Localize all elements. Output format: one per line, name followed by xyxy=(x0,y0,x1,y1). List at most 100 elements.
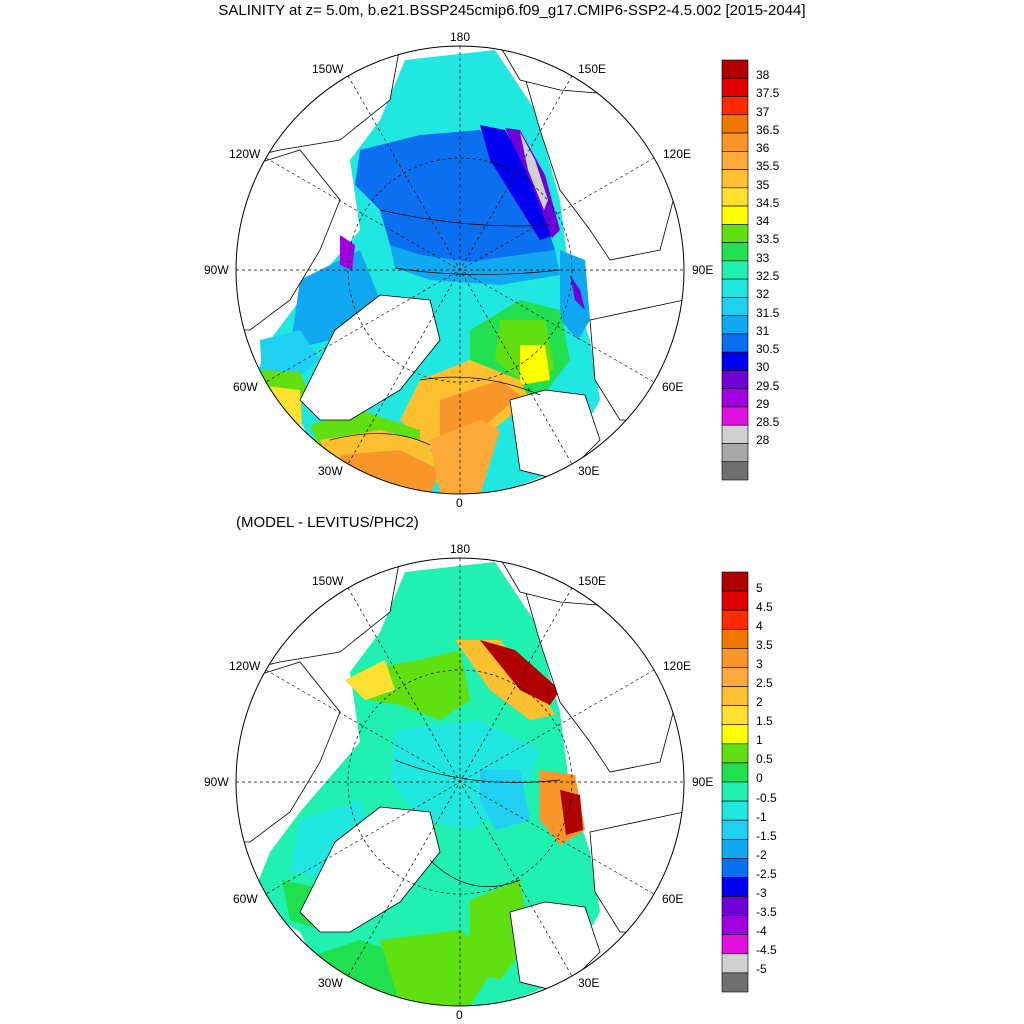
top_panel-colorbar-swatch xyxy=(721,424,749,444)
bottom_panel-colorbar-swatch xyxy=(721,648,749,668)
top_panel-colorbar-swatch xyxy=(721,315,749,335)
bottom-lon-label-60e: 60E xyxy=(662,892,684,906)
bottom_panel-colorbar-swatch xyxy=(721,896,749,916)
bottom_panel-colorbar-label: 3 xyxy=(756,656,763,671)
top_panel-colorbar-swatch xyxy=(721,77,749,97)
top_panel-colorbar-swatch xyxy=(721,297,749,316)
bottom_panel-colorbar-label: -4 xyxy=(756,924,767,939)
bottom-panel-title: (MODEL - LEVITUS/PHC2) xyxy=(236,514,419,531)
top_panel-colorbar-label: 36 xyxy=(756,141,770,156)
top_panel-colorbar-label: 32.5 xyxy=(756,269,780,283)
bottom-lon-label-60w: 60W xyxy=(233,892,258,906)
bottom-lon-label-30w: 30W xyxy=(318,976,343,990)
bottom-lon-label-0: 0 xyxy=(456,1008,463,1022)
top_panel-colorbar-swatch xyxy=(721,278,749,298)
bottom_panel-colorbar-swatch xyxy=(721,667,749,687)
bottom-map xyxy=(236,558,684,1006)
top_panel-colorbar-label: 37.5 xyxy=(756,86,780,101)
top_panel-colorbar-swatch xyxy=(721,406,749,426)
top-lon-label-90w: 90W xyxy=(204,263,229,277)
top_panel-colorbar-label: 31.5 xyxy=(756,305,780,320)
bottom_panel-colorbar-swatch xyxy=(721,800,749,821)
bottom_panel-colorbar-label: 3.5 xyxy=(756,637,773,652)
bottom_panel-colorbar-swatch xyxy=(721,877,749,897)
top-lon-label-60e: 60E xyxy=(662,380,684,394)
top-lon-label-180: 180 xyxy=(450,30,471,44)
top_panel-colorbar-label: 29.5 xyxy=(756,378,780,393)
bottom_panel-colorbar-swatch xyxy=(721,705,749,726)
top-panel-title: SALINITY at z= 5.0m, b.e21.BSSP245cmip6.… xyxy=(218,2,806,19)
bottom_panel-colorbar-label: 4.5 xyxy=(756,599,773,614)
top_panel-colorbar-swatch xyxy=(721,461,749,481)
bottom_panel-colorbar-label: -5 xyxy=(756,962,767,977)
top-lon-label-150w: 150W xyxy=(312,62,344,76)
top_panel-colorbar-swatch xyxy=(721,388,749,408)
top-lon-label-120w: 120W xyxy=(229,147,261,161)
top_panel-colorbar-label: 34 xyxy=(756,214,770,229)
bottom_panel-colorbar-label: 2.5 xyxy=(756,676,773,690)
top-lon-label-60w: 60W xyxy=(233,380,258,394)
top_panel-colorbar-swatch xyxy=(721,333,749,353)
bottom_panel-colorbar-label: -3.5 xyxy=(756,905,777,920)
top-lon-label-0: 0 xyxy=(456,496,463,510)
bottom_panel-colorbar-label: 5 xyxy=(756,580,763,595)
bottom_panel-colorbar-swatch xyxy=(721,590,749,611)
top_panel-colorbar-label: 33 xyxy=(756,250,770,265)
top-lon-label-120e: 120E xyxy=(663,147,692,161)
bottom_panel-colorbar-label: 4 xyxy=(756,618,763,633)
top_panel-colorbar-label: 37 xyxy=(756,104,770,119)
top-lon-label-30w: 30W xyxy=(318,464,343,478)
bottom_panel-colorbar-swatch xyxy=(721,762,749,783)
top_panel-colorbar-label: 35.5 xyxy=(756,159,780,174)
bottom-lon-label-150e: 150E xyxy=(578,574,607,588)
top_panel-colorbar-swatch xyxy=(721,242,749,262)
top_panel-colorbar-swatch xyxy=(721,114,749,134)
bottom-lon-label-120e: 120E xyxy=(663,659,692,673)
bottom-greenland xyxy=(299,806,441,933)
bottom_panel-colorbar-label: 2 xyxy=(756,695,763,710)
bottom-map-border xyxy=(235,557,685,1007)
bottom_panel-colorbar-swatch xyxy=(721,858,749,878)
bottom_panel-colorbar-swatch xyxy=(721,628,749,649)
bottom-lon-label-90w: 90W xyxy=(204,775,229,789)
bottom_panel-colorbar-swatch xyxy=(721,953,749,974)
top_panel-colorbar-label: 35 xyxy=(756,177,770,192)
top_panel-colorbar-swatch xyxy=(721,151,749,170)
bottom-lon-label-120w: 120W xyxy=(229,659,261,673)
bottom_panel-colorbar-swatch xyxy=(721,743,749,764)
top_panel-colorbar-label: 29 xyxy=(756,396,770,411)
bottom_panel-colorbar-swatch xyxy=(721,686,749,706)
top_panel-colorbar-swatch xyxy=(721,187,749,207)
top-map-border xyxy=(235,45,685,495)
top_panel-colorbar-swatch xyxy=(721,351,749,371)
bottom_panel-colorbar-label: -4.5 xyxy=(756,943,777,958)
bottom_panel-colorbar-label: 1.5 xyxy=(756,714,773,729)
bottom_panel-colorbar-label: -3 xyxy=(756,886,767,900)
bottom_panel-colorbar-swatch xyxy=(721,609,749,630)
bottom_panel-colorbar-swatch xyxy=(721,915,749,936)
top_panel-colorbar-swatch xyxy=(721,443,749,463)
bottom_panel-colorbar-label: -1.5 xyxy=(756,828,777,843)
bottom_panel-colorbar-swatch xyxy=(721,781,749,802)
top_panel-colorbar-swatch xyxy=(721,96,749,116)
top_panel-colorbar-label: 30.5 xyxy=(756,342,780,357)
top-lon-label-150e: 150E xyxy=(578,62,607,76)
bottom_panel-colorbar-label: 1 xyxy=(756,733,763,748)
bottom-lon-label-180: 180 xyxy=(450,542,471,556)
bottom_panel-colorbar-label: -2 xyxy=(756,847,767,862)
top_panel-colorbar-swatch xyxy=(721,132,749,152)
bottom_panel-colorbar-label: -0.5 xyxy=(756,790,777,805)
top_panel-colorbar-swatch xyxy=(721,370,749,389)
bottom_panel-colorbar-swatch xyxy=(721,724,749,745)
bottom_panel-colorbar-label: -2.5 xyxy=(756,866,777,881)
bottom_panel-colorbar-swatch xyxy=(721,571,749,592)
bottom_panel-colorbar-swatch xyxy=(721,819,749,840)
bottom_panel-colorbar-label: 0.5 xyxy=(756,752,773,767)
top-map xyxy=(236,46,684,494)
top_panel-colorbar-swatch xyxy=(721,260,749,280)
top-lon-label-30e: 30E xyxy=(578,464,600,478)
top_panel-colorbar-swatch xyxy=(721,224,749,243)
top_panel-colorbar-label: 28 xyxy=(756,433,770,448)
top-colorbar xyxy=(721,59,749,481)
